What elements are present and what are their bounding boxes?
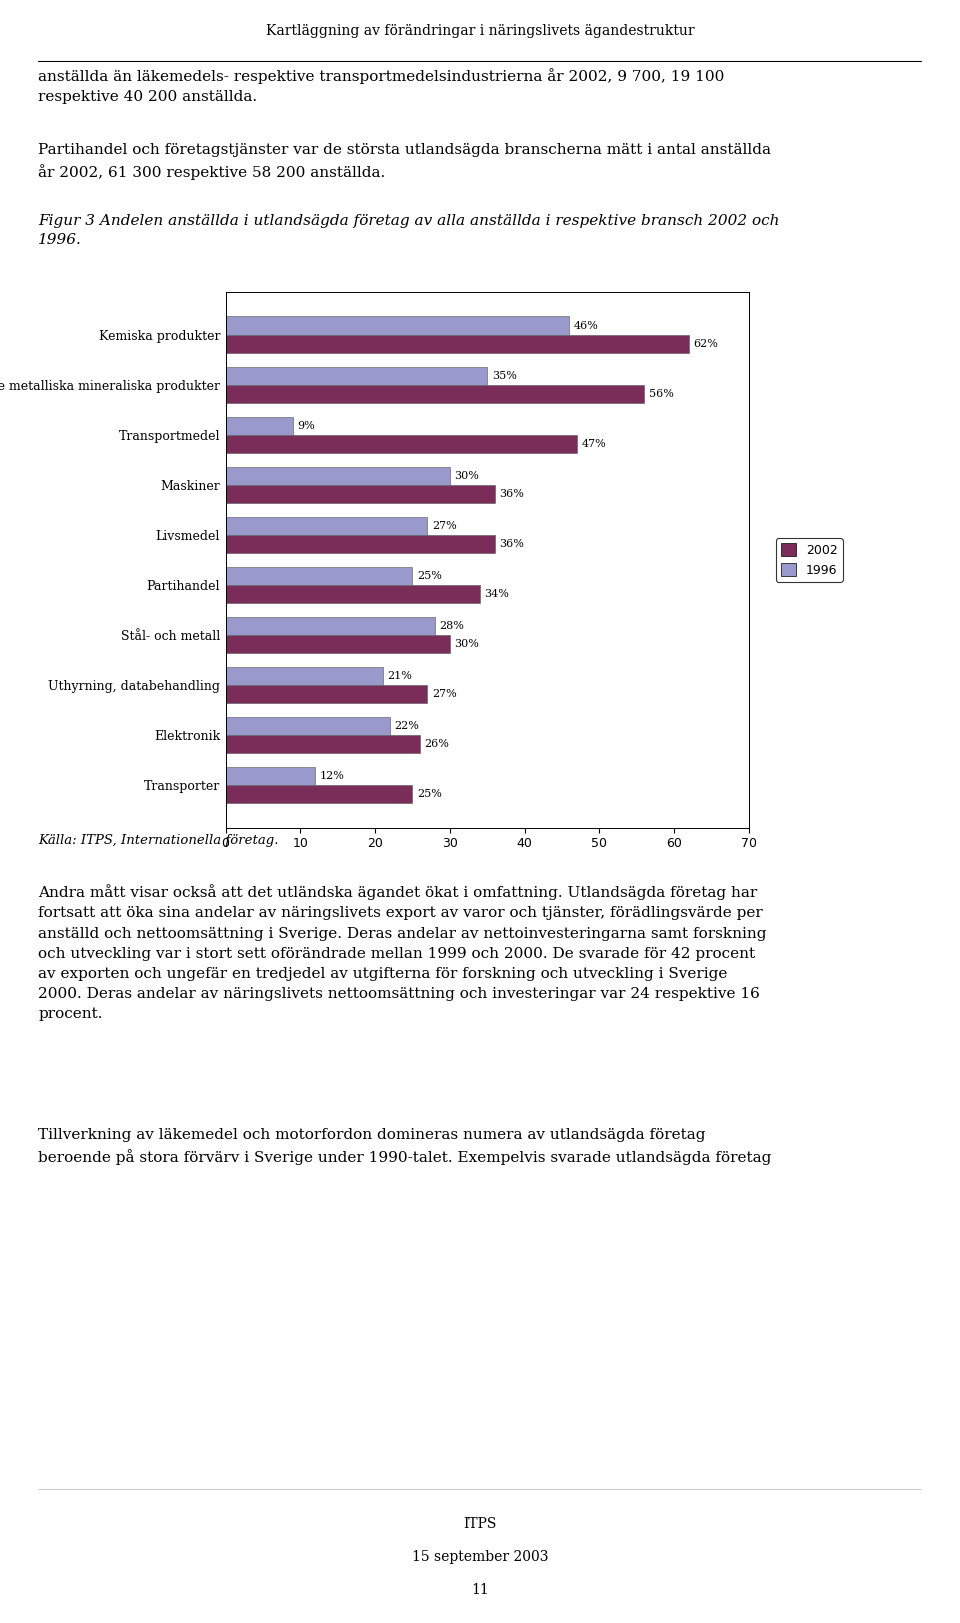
Text: ITPS: ITPS <box>464 1518 496 1530</box>
Legend: 2002, 1996: 2002, 1996 <box>776 539 843 581</box>
Bar <box>226 367 488 385</box>
Bar <box>226 584 480 604</box>
Text: 25%: 25% <box>417 789 442 800</box>
Bar <box>226 717 390 735</box>
Text: Figur 3 Andelen anställda i utlandsägda företag av alla anställda i respektive b: Figur 3 Andelen anställda i utlandsägda … <box>38 214 780 247</box>
Text: 36%: 36% <box>499 489 524 498</box>
Text: 30%: 30% <box>454 639 479 649</box>
Text: Andra mått visar också att det utländska ägandet ökat i omfattning. Utlandsägda : Andra mått visar också att det utländska… <box>38 885 767 1021</box>
Bar <box>226 768 315 786</box>
Text: 56%: 56% <box>649 388 674 399</box>
Bar <box>226 316 569 334</box>
Text: 27%: 27% <box>432 521 457 531</box>
Bar <box>226 735 420 753</box>
Text: Partihandel och företagstjänster var de största utlandsägda branscherna mätt i a: Partihandel och företagstjänster var de … <box>38 143 772 180</box>
Bar <box>226 566 413 584</box>
Bar <box>226 617 435 635</box>
Text: Källa: ITPS, Internationella företag.: Källa: ITPS, Internationella företag. <box>38 834 279 847</box>
Bar <box>226 635 450 652</box>
Text: 21%: 21% <box>387 672 412 682</box>
Bar <box>226 417 293 435</box>
Text: 35%: 35% <box>492 370 516 381</box>
Text: 30%: 30% <box>454 471 479 480</box>
Bar <box>226 435 577 453</box>
Text: 28%: 28% <box>440 622 465 631</box>
Text: 9%: 9% <box>298 420 315 430</box>
Text: anställda än läkemedels- respektive transportmedelsindustrierna år 2002, 9 700, : anställda än läkemedels- respektive tran… <box>38 68 725 104</box>
Text: 12%: 12% <box>320 771 345 781</box>
Text: 11: 11 <box>471 1582 489 1597</box>
Bar <box>226 516 427 536</box>
Bar <box>226 385 644 403</box>
Bar <box>226 536 494 553</box>
Text: 22%: 22% <box>395 721 420 732</box>
Bar <box>226 334 689 352</box>
Text: Tillverkning av läkemedel och motorfordon domineras numera av utlandsägda företa: Tillverkning av läkemedel och motorfordo… <box>38 1128 772 1165</box>
Text: 26%: 26% <box>424 738 449 750</box>
Bar <box>226 485 494 503</box>
Text: 36%: 36% <box>499 539 524 549</box>
Text: 27%: 27% <box>432 690 457 700</box>
Text: Kartläggning av förändringar i näringslivets ägandestruktur: Kartläggning av förändringar i näringsli… <box>266 24 694 37</box>
Text: 46%: 46% <box>574 320 599 331</box>
Bar <box>226 685 427 703</box>
Text: 25%: 25% <box>417 571 442 581</box>
Bar <box>226 467 450 485</box>
Text: 47%: 47% <box>582 438 606 448</box>
Text: 62%: 62% <box>693 339 718 349</box>
Text: 34%: 34% <box>484 589 509 599</box>
Bar <box>226 667 382 685</box>
Text: 15 september 2003: 15 september 2003 <box>412 1550 548 1565</box>
Bar <box>226 786 413 803</box>
